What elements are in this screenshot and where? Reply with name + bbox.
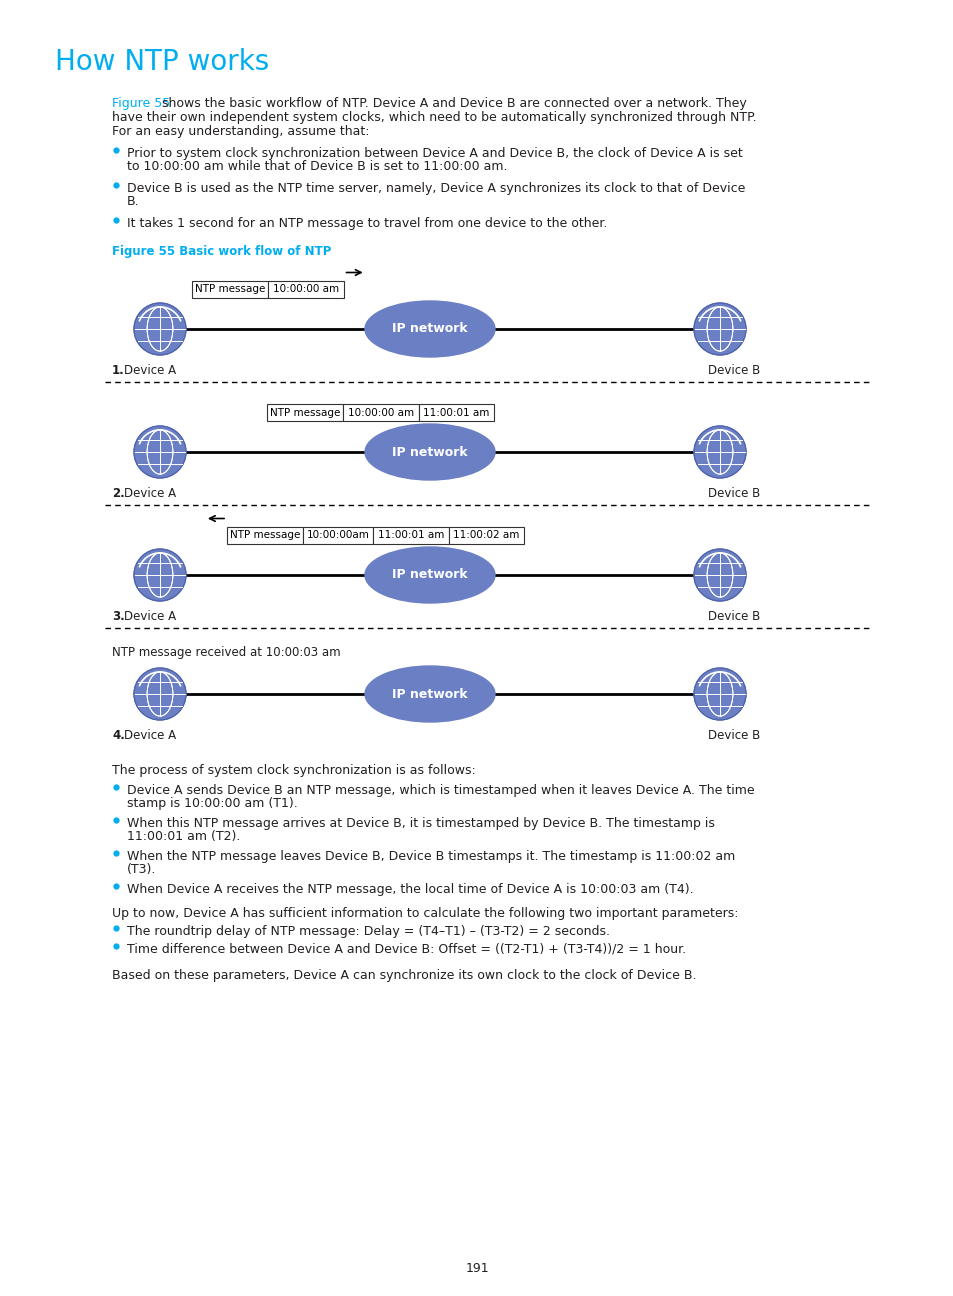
Text: 10:00:00am: 10:00:00am (306, 530, 369, 540)
Text: How NTP works: How NTP works (55, 48, 269, 76)
Text: 1.: 1. (112, 364, 125, 377)
Circle shape (133, 303, 186, 355)
Text: Device A: Device A (124, 487, 176, 500)
Text: NTP message: NTP message (194, 285, 265, 294)
FancyBboxPatch shape (227, 527, 302, 544)
FancyBboxPatch shape (268, 281, 343, 298)
Text: (T3).: (T3). (127, 863, 156, 876)
Text: When the NTP message leaves Device B, Device B timestamps it. The timestamp is 1: When the NTP message leaves Device B, De… (127, 850, 735, 863)
Circle shape (693, 426, 745, 478)
Text: Prior to system clock synchronization between Device A and Device B, the clock o: Prior to system clock synchronization be… (127, 146, 742, 159)
Text: Device B: Device B (707, 364, 760, 377)
Circle shape (693, 303, 745, 355)
FancyBboxPatch shape (267, 404, 342, 421)
Circle shape (693, 667, 745, 721)
Text: 10:00:00 am: 10:00:00 am (273, 285, 338, 294)
Text: 4.: 4. (112, 728, 125, 743)
Ellipse shape (365, 301, 495, 356)
Text: have their own independent system clocks, which need to be automatically synchro: have their own independent system clocks… (112, 111, 756, 124)
Ellipse shape (365, 424, 495, 480)
Text: Device A: Device A (124, 728, 176, 743)
Text: Time difference between Device A and Device B: Offset = ((T2-T1) + (T3-T4))/2 = : Time difference between Device A and Dev… (127, 943, 685, 956)
Text: NTP message: NTP message (230, 530, 300, 540)
Text: Device B: Device B (707, 728, 760, 743)
Text: Device A: Device A (124, 364, 176, 377)
FancyBboxPatch shape (448, 527, 524, 544)
Text: 11:00:01 am: 11:00:01 am (377, 530, 443, 540)
Ellipse shape (365, 666, 495, 722)
Text: stamp is 10:00:00 am (T1).: stamp is 10:00:00 am (T1). (127, 797, 297, 810)
FancyBboxPatch shape (192, 281, 268, 298)
Text: The process of system clock synchronization is as follows:: The process of system clock synchronizat… (112, 765, 476, 778)
Text: IP network: IP network (392, 687, 467, 701)
Text: 11:00:01 am (T2).: 11:00:01 am (T2). (127, 829, 240, 842)
Text: 10:00:00 am: 10:00:00 am (347, 407, 414, 417)
FancyBboxPatch shape (342, 404, 418, 421)
Text: Figure 55: Figure 55 (112, 97, 170, 110)
Text: Device B: Device B (707, 487, 760, 500)
Text: NTP message: NTP message (270, 407, 339, 417)
Circle shape (133, 426, 186, 478)
Text: When this NTP message arrives at Device B, it is timestamped by Device B. The ti: When this NTP message arrives at Device … (127, 816, 714, 829)
Text: IP network: IP network (392, 446, 467, 459)
Circle shape (133, 667, 186, 721)
Text: to 10:00:00 am while that of Device B is set to 11:00:00 am.: to 10:00:00 am while that of Device B is… (127, 159, 507, 172)
Text: Device A: Device A (124, 610, 176, 623)
Text: B.: B. (127, 194, 139, 207)
Text: The roundtrip delay of NTP message: Delay = (T4–T1) – (T3-T2) = 2 seconds.: The roundtrip delay of NTP message: Dela… (127, 925, 609, 938)
Text: NTP message received at 10:00:03 am: NTP message received at 10:00:03 am (112, 645, 340, 658)
FancyBboxPatch shape (302, 527, 373, 544)
Text: When Device A receives the NTP message, the local time of Device A is 10:00:03 a: When Device A receives the NTP message, … (127, 883, 693, 896)
Text: 2.: 2. (112, 487, 125, 500)
Text: Figure 55 Basic work flow of NTP: Figure 55 Basic work flow of NTP (112, 245, 331, 258)
Ellipse shape (365, 547, 495, 603)
Text: 11:00:01 am: 11:00:01 am (423, 407, 489, 417)
Text: Device B: Device B (707, 610, 760, 623)
FancyBboxPatch shape (373, 527, 448, 544)
Text: 11:00:02 am: 11:00:02 am (453, 530, 519, 540)
Circle shape (133, 550, 186, 601)
Text: IP network: IP network (392, 323, 467, 336)
Text: 191: 191 (465, 1262, 488, 1275)
Text: Device B is used as the NTP time server, namely, Device A synchronizes its clock: Device B is used as the NTP time server,… (127, 181, 744, 194)
Text: It takes 1 second for an NTP message to travel from one device to the other.: It takes 1 second for an NTP message to … (127, 216, 607, 229)
Text: 3.: 3. (112, 610, 125, 623)
Text: Device A sends Device B an NTP message, which is timestamped when it leaves Devi: Device A sends Device B an NTP message, … (127, 784, 754, 797)
Text: Based on these parameters, Device A can synchronize its own clock to the clock o: Based on these parameters, Device A can … (112, 969, 696, 982)
Text: For an easy understanding, assume that:: For an easy understanding, assume that: (112, 124, 369, 137)
Text: shows the basic workflow of NTP. Device A and Device B are connected over a netw: shows the basic workflow of NTP. Device … (158, 97, 746, 110)
FancyBboxPatch shape (418, 404, 494, 421)
Circle shape (693, 550, 745, 601)
Text: Up to now, Device A has sufficient information to calculate the following two im: Up to now, Device A has sufficient infor… (112, 907, 738, 920)
Text: IP network: IP network (392, 569, 467, 582)
